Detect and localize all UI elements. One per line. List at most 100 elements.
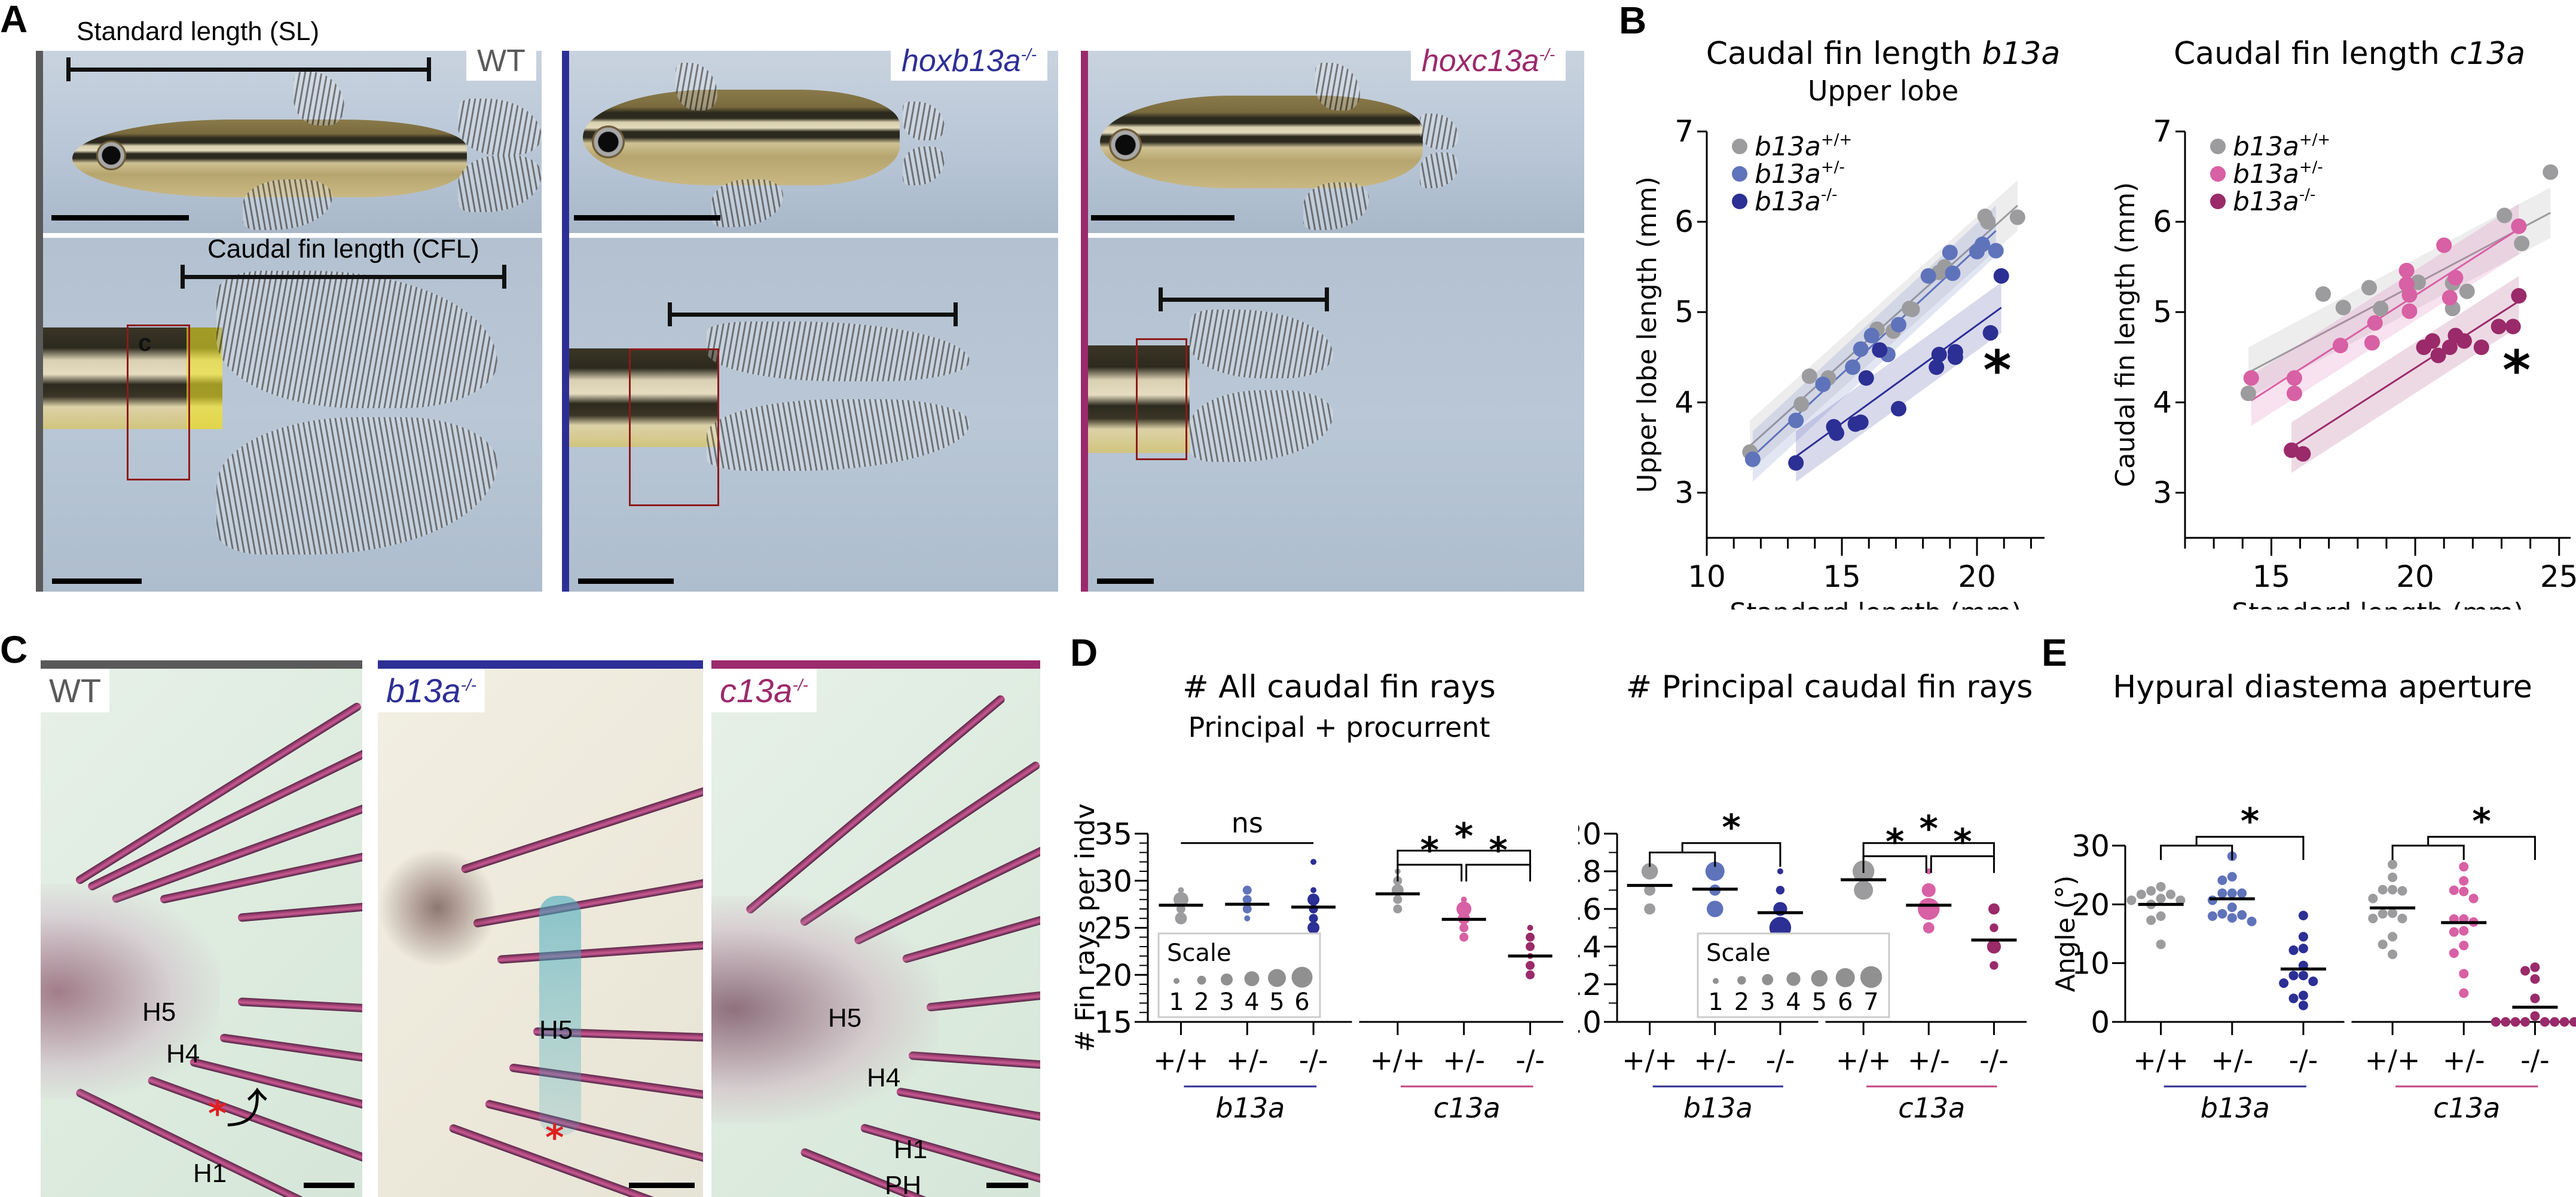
significance-bracket-3 xyxy=(1465,864,1532,881)
scale-legend-value-6: 6 xyxy=(1838,988,1853,1016)
data-bubble-cat-3 xyxy=(1393,904,1402,914)
caudal-fin-upper xyxy=(458,99,542,155)
data-point-cat-4 xyxy=(2449,885,2459,895)
chart-subtitle-d1: Principal + procurrent xyxy=(1188,711,1490,743)
caudal-fin-upper xyxy=(903,102,945,140)
chart-title-e: Hypural diastema aperture xyxy=(2113,669,2532,705)
data-bubble-cat-2 xyxy=(1310,887,1317,893)
caudal-fin-upper-lobe xyxy=(1190,310,1333,378)
chart-title-b2: Caudal fin length c13a xyxy=(2164,36,2535,72)
y-tick-label: 20 xyxy=(2071,887,2110,922)
legend-superscript: +/+ xyxy=(2299,131,2330,149)
scale-legend-value-7: 7 xyxy=(1863,988,1878,1016)
scale-bar xyxy=(574,215,720,221)
x-tick-label: 25 xyxy=(2540,559,2576,594)
data-point-cat-2 xyxy=(2298,1000,2308,1011)
data-point-series-0 xyxy=(2335,299,2351,316)
data-point-cat-3 xyxy=(2368,893,2378,904)
data-bubble-cat-5 xyxy=(1526,932,1535,942)
fin-ray xyxy=(237,898,362,922)
x-tick-label: +/- xyxy=(2443,1044,2485,1076)
significance-label-0: * xyxy=(2241,800,2259,842)
y-tick-label: 16 xyxy=(1578,892,1602,927)
photo-c-c13a-skeleton: c13a-/- H5 H4 H1 PH xyxy=(711,669,1040,1197)
data-point-cat-3 xyxy=(2368,913,2378,923)
group-label-c13a: c13a xyxy=(1898,1092,1965,1124)
data-point-cat-5 xyxy=(2540,1017,2550,1027)
data-point-series-1 xyxy=(2364,335,2380,351)
chart-subtitle-b1: Upper lobe xyxy=(1807,75,1959,107)
data-point-cat-2 xyxy=(2298,944,2308,954)
data-point-series-1 xyxy=(2243,370,2259,386)
data-point-cat-1 xyxy=(2217,888,2227,898)
data-point-cat-3 xyxy=(2388,873,2398,883)
significance-label-1: * xyxy=(1454,815,1473,857)
scale-legend-marker-5 xyxy=(1811,970,1828,987)
data-point-cat-3 xyxy=(2378,909,2388,919)
data-point-series-0 xyxy=(1904,301,1920,317)
data-point-cat-1 xyxy=(2217,875,2227,886)
x-tick-label: 15 xyxy=(2253,559,2291,594)
data-point-cat-5 xyxy=(2569,1017,2576,1027)
fin-ray xyxy=(219,1033,362,1069)
data-bubble-cat-1 xyxy=(1242,895,1252,904)
fin-ray xyxy=(509,1063,703,1102)
y-tick-label: 12 xyxy=(1578,968,1602,1002)
data-point-cat-0 xyxy=(2156,911,2166,921)
significance-bracket-2 xyxy=(1862,855,1927,873)
fin-ray xyxy=(472,876,703,928)
label-h1: H1 xyxy=(193,1159,227,1188)
data-point-cat-5 xyxy=(2530,962,2540,972)
x-tick-label: +/- xyxy=(1908,1044,1950,1076)
significance-label-1: * xyxy=(1920,808,1938,850)
data-point-series-2 xyxy=(2295,446,2311,462)
hypural-complex xyxy=(711,896,939,1123)
data-point-cat-0 xyxy=(2165,889,2175,899)
data-bubble-cat-4 xyxy=(1456,901,1472,917)
caudal-fin-lower xyxy=(903,146,945,185)
significance-label-3: * xyxy=(1489,829,1507,871)
x-tick-label: +/- xyxy=(2211,1044,2253,1076)
data-point-cat-5 xyxy=(2491,1017,2501,1027)
group-label-b13a: b13a xyxy=(1215,1092,1285,1124)
data-point-series-1 xyxy=(1988,243,2004,259)
caudal-fin-upper-lobe xyxy=(216,271,497,408)
data-point-cat-3 xyxy=(2388,884,2398,895)
data-point-series-0 xyxy=(1801,368,1817,384)
data-point-cat-0 xyxy=(2136,889,2146,899)
data-point-cat-2 xyxy=(2298,971,2308,981)
legend-marker-1 xyxy=(2210,166,2226,182)
y-tick-label: 30 xyxy=(2071,829,2110,864)
scale-legend-value-4: 4 xyxy=(1244,988,1259,1016)
data-point-cat-4 xyxy=(2459,969,2469,979)
caudal-fin-upper xyxy=(1420,114,1459,149)
data-point-series-0 xyxy=(2459,283,2475,299)
fish-eye xyxy=(1109,128,1142,161)
label-h5: H5 xyxy=(539,1015,573,1045)
data-bubble-cat-0 xyxy=(1644,903,1655,915)
legend-marker-1 xyxy=(1732,166,1747,182)
dorsal-fin xyxy=(676,63,717,111)
data-point-cat-1 xyxy=(2237,910,2247,920)
significance-label-3: * xyxy=(1953,821,1972,863)
significance-bracket-1 xyxy=(1397,849,1532,868)
significance-outer-bracket-0 xyxy=(1681,842,1781,867)
data-bubble-cat-4 xyxy=(1459,932,1469,942)
data-point-series-2 xyxy=(1853,414,1869,430)
caudal-fin-lower xyxy=(458,155,542,212)
scale-bar xyxy=(1097,578,1154,584)
data-point-cat-4 xyxy=(2449,948,2459,958)
x-tick-label: +/+ xyxy=(1622,1044,1677,1076)
data-bubble-cat-5 xyxy=(1987,939,2001,954)
data-point-series-2 xyxy=(1993,268,2009,284)
data-point-cat-4 xyxy=(2449,927,2459,937)
caudal-fin-lower-lobe xyxy=(707,399,970,471)
standard-length-bar xyxy=(66,57,431,81)
title-text: Caudal fin length xyxy=(1706,36,1982,72)
dot-plot-d2: 101214161820+/++/--/-+/++/--/-b13ac13a**… xyxy=(1578,807,2027,1124)
scale-legend-value-4: 4 xyxy=(1786,988,1801,1016)
data-point-cat-5 xyxy=(2559,1017,2569,1027)
data-point-series-2 xyxy=(1931,347,1947,363)
data-point-series-0 xyxy=(2543,164,2559,180)
data-bubble-cat-0 xyxy=(1644,884,1655,896)
